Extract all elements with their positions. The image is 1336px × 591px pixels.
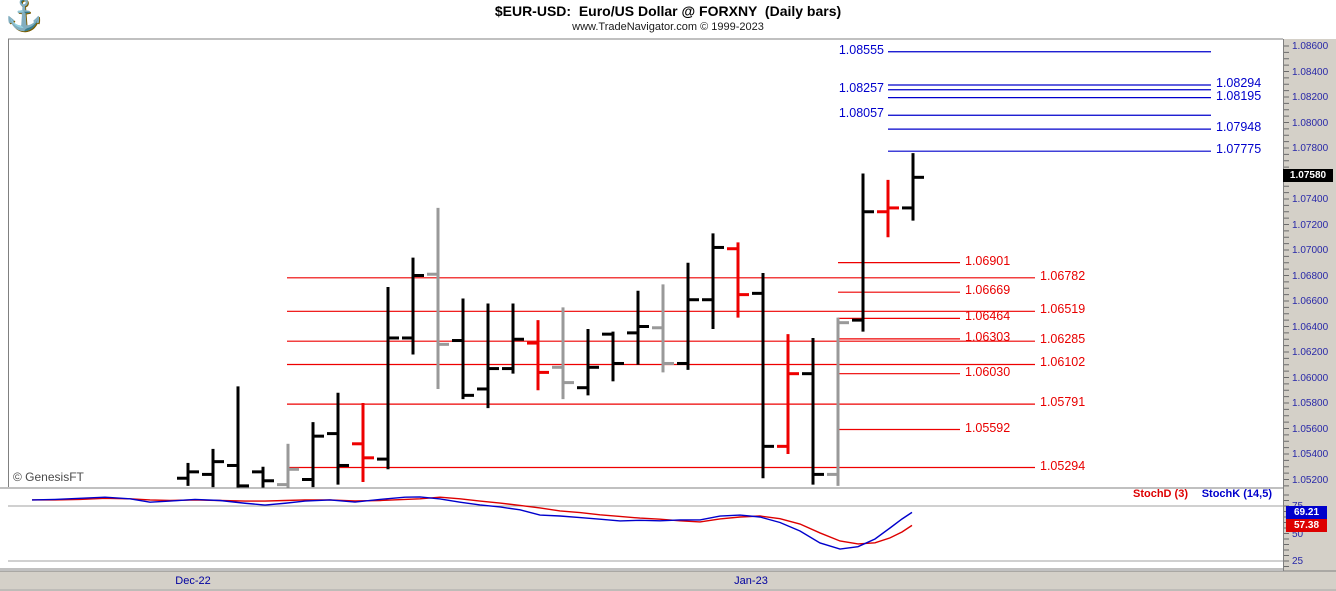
ohlc-bar[interactable] bbox=[902, 153, 924, 221]
ohlc-bar[interactable] bbox=[227, 386, 249, 488]
ohlc-bar[interactable] bbox=[202, 448, 224, 488]
ohlc-bar[interactable] bbox=[327, 392, 349, 485]
ohlc-bar[interactable] bbox=[702, 233, 724, 330]
ohlc-bar[interactable] bbox=[627, 290, 649, 365]
stoch-pane bbox=[31, 496, 913, 550]
ohlc-bar[interactable] bbox=[827, 317, 849, 486]
ohlc-bar[interactable] bbox=[577, 329, 599, 396]
ohlc-bar[interactable] bbox=[602, 331, 624, 382]
ohlc-bars bbox=[177, 153, 924, 488]
ohlc-bar[interactable] bbox=[352, 403, 374, 483]
ohlc-bar[interactable] bbox=[427, 207, 449, 389]
ohlc-bar[interactable] bbox=[752, 272, 774, 479]
ohlc-bar[interactable] bbox=[652, 284, 674, 373]
resistance-lines bbox=[888, 51, 1211, 152]
ohlc-bar[interactable] bbox=[377, 286, 399, 470]
last-price-badge: 1.07580 bbox=[1283, 169, 1333, 182]
stochk-value-badge: 69.21 bbox=[1286, 506, 1327, 519]
genesisft-watermark: © GenesisFT bbox=[13, 470, 84, 484]
ohlc-bar[interactable] bbox=[677, 262, 699, 370]
ohlc-bar[interactable] bbox=[252, 466, 274, 489]
ohlc-bar[interactable] bbox=[452, 298, 474, 400]
chart-subtitle: www.TradeNavigator.com © 1999-2023 bbox=[572, 21, 764, 33]
stochd-value-badge: 57.38 bbox=[1286, 519, 1327, 532]
ohlc-bar[interactable] bbox=[477, 303, 499, 409]
ohlc-bar[interactable] bbox=[852, 173, 874, 332]
ohlc-bar[interactable] bbox=[402, 257, 424, 355]
ohlc-bar[interactable] bbox=[727, 242, 749, 318]
ohlc-bar[interactable] bbox=[777, 334, 799, 454]
support-lines bbox=[287, 262, 1035, 469]
chart-title: $EUR-USD: Euro/US Dollar @ FORXNY (Daily… bbox=[494, 3, 842, 19]
genesis-gold-anchor-icon: ⚓ bbox=[5, 0, 43, 32]
stochk-indicator-label[interactable]: StochK (14,5) bbox=[1201, 488, 1272, 500]
ohlc-bar[interactable] bbox=[277, 443, 299, 489]
stoch-k-line[interactable] bbox=[31, 496, 913, 550]
ohlc-bar[interactable] bbox=[802, 337, 824, 485]
ohlc-bar[interactable] bbox=[527, 320, 549, 391]
ohlc-bar[interactable] bbox=[302, 422, 324, 488]
ohlc-bar[interactable] bbox=[502, 303, 524, 374]
ohlc-bar[interactable] bbox=[552, 307, 574, 400]
stochd-indicator-label[interactable]: StochD (3) bbox=[1133, 488, 1188, 500]
ohlc-bar[interactable] bbox=[177, 462, 199, 486]
ohlc-bar[interactable] bbox=[877, 179, 899, 238]
